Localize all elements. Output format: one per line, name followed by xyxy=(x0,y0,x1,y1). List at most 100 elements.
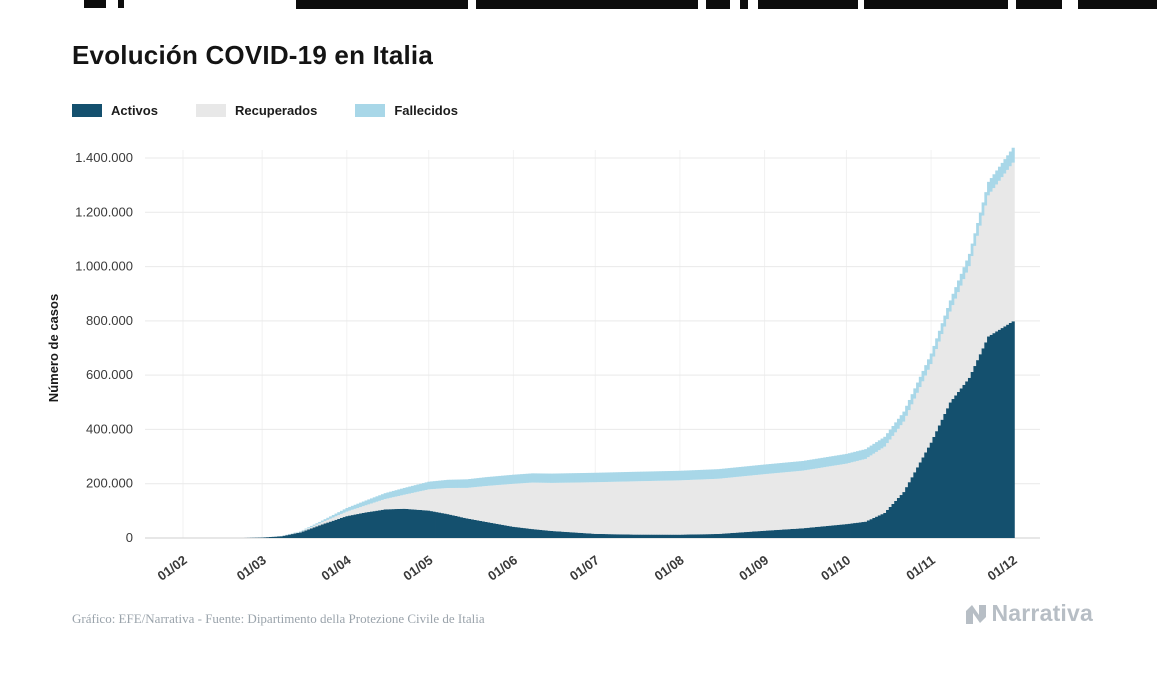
bar-fallecidos xyxy=(643,471,647,482)
bar-recuperados xyxy=(528,482,532,529)
bar-fallecidos xyxy=(501,475,505,485)
bar-recuperados xyxy=(989,191,993,335)
bar-fallecidos xyxy=(673,470,677,481)
bar-fallecidos xyxy=(577,473,581,483)
bar-fallecidos xyxy=(602,472,606,483)
bar-recuperados xyxy=(984,205,988,343)
bar-fallecidos xyxy=(883,436,887,447)
bar-activos xyxy=(462,517,466,538)
bar-fallecidos xyxy=(798,461,802,471)
bar-fallecidos xyxy=(686,470,690,480)
bar-fallecidos xyxy=(976,223,980,236)
bar-activos xyxy=(367,512,371,538)
bar-activos xyxy=(479,520,483,538)
bar-recuperados xyxy=(410,492,415,510)
bar-recuperados xyxy=(421,490,426,511)
narrativa-logo: Narrativa xyxy=(964,600,1093,627)
bar-fallecidos xyxy=(361,501,365,507)
bar-recuperados xyxy=(525,482,529,529)
bar-activos xyxy=(585,533,589,538)
bar-activos xyxy=(326,522,330,538)
bar-activos xyxy=(918,462,922,538)
bar-recuperados xyxy=(951,305,955,399)
bar-recuperados xyxy=(307,528,311,530)
bar-fallecidos xyxy=(935,338,939,350)
bar-recuperados xyxy=(992,188,996,334)
bar-fallecidos xyxy=(547,473,551,483)
bar-activos xyxy=(632,534,636,538)
bar-fallecidos xyxy=(967,253,972,267)
bar-fallecidos xyxy=(471,478,475,488)
bar-recuperados xyxy=(514,483,518,528)
bar-activos xyxy=(828,525,832,538)
bar-recuperados xyxy=(582,482,587,534)
bar-recuperados xyxy=(812,468,816,528)
bar-fallecidos xyxy=(465,479,469,488)
bar-activos xyxy=(337,518,341,538)
bar-activos xyxy=(888,506,892,538)
bar-fallecidos xyxy=(752,465,756,476)
bar-recuperados xyxy=(779,472,783,530)
bar-fallecidos xyxy=(943,315,947,327)
bar-fallecidos xyxy=(946,308,950,320)
bar-recuperados xyxy=(353,508,357,515)
bar-activos xyxy=(853,523,857,538)
bar-fallecidos xyxy=(555,473,559,483)
bar-recuperados xyxy=(946,319,950,409)
bar-fallecidos xyxy=(334,513,338,517)
bar-activos xyxy=(935,431,939,538)
bar-activos xyxy=(798,528,802,538)
bar-activos xyxy=(400,508,404,538)
legend-label-activos: Activos xyxy=(111,103,158,118)
bar-fallecidos xyxy=(342,509,346,513)
bar-recuperados xyxy=(561,482,565,532)
bar-activos xyxy=(845,524,849,538)
bar-activos xyxy=(774,530,778,538)
bar-activos xyxy=(361,512,365,538)
bar-fallecidos xyxy=(383,493,387,500)
bar-fallecidos xyxy=(572,473,576,483)
bar-fallecidos xyxy=(386,492,390,499)
bar-recuperados xyxy=(959,285,963,389)
bar-fallecidos xyxy=(828,456,832,467)
bar-activos xyxy=(858,522,862,538)
bar-activos xyxy=(561,531,565,538)
bar-activos xyxy=(451,515,456,538)
bar-recuperados xyxy=(312,525,316,528)
x-tick-label: 01/10 xyxy=(818,552,853,583)
bar-activos xyxy=(274,536,278,538)
bar-fallecidos xyxy=(785,462,789,473)
bar-recuperados xyxy=(722,478,726,534)
x-tick-label: 01/11 xyxy=(903,552,938,583)
bar-activos xyxy=(992,333,996,538)
bar-recuperados xyxy=(700,479,704,535)
bar-activos xyxy=(962,384,966,538)
bar-fallecidos xyxy=(992,174,996,189)
bar-recuperados xyxy=(880,448,884,515)
bar-activos xyxy=(659,534,663,538)
bar-recuperados xyxy=(574,482,578,533)
bar-recuperados xyxy=(375,501,379,511)
bar-activos xyxy=(809,527,813,538)
bar-recuperados xyxy=(763,474,767,531)
bar-activos xyxy=(836,524,841,538)
bar-recuperados xyxy=(599,482,603,534)
bar-fallecidos xyxy=(402,487,406,495)
bar-fallecidos xyxy=(891,425,895,436)
bar-activos xyxy=(495,523,499,538)
bar-recuperados xyxy=(839,464,843,525)
bar-recuperados xyxy=(367,504,371,513)
bar-activos xyxy=(353,514,357,538)
bar-activos xyxy=(443,513,447,538)
bar-fallecidos xyxy=(779,462,783,473)
bar-fallecidos xyxy=(940,323,944,335)
bar-fallecidos xyxy=(637,471,641,482)
bar-fallecidos xyxy=(768,464,772,474)
bar-fallecidos xyxy=(339,510,344,514)
legend-swatch-activos xyxy=(72,104,102,117)
x-tick-label: 01/05 xyxy=(400,552,435,583)
bar-activos xyxy=(787,529,791,538)
bar-recuperados xyxy=(550,482,554,531)
bar-activos xyxy=(359,513,363,538)
